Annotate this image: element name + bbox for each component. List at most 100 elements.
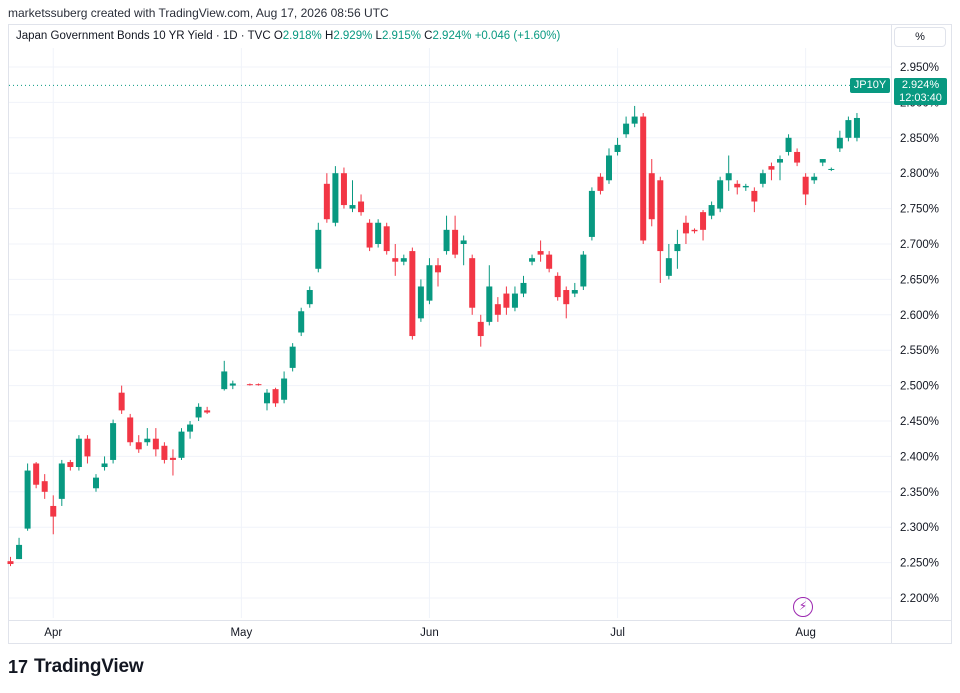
candle-body xyxy=(118,392,125,411)
candle-body xyxy=(24,470,31,529)
candle-body xyxy=(828,168,835,170)
candle-down xyxy=(537,240,544,262)
candle-down xyxy=(503,286,510,315)
candle-body xyxy=(443,229,450,252)
candle-body xyxy=(563,290,570,305)
candle-up xyxy=(811,173,818,184)
legend-change: +0.046 (+1.60%) xyxy=(474,30,561,42)
candle-body xyxy=(588,190,595,237)
candle-body xyxy=(366,222,373,248)
tradingview-logo[interactable]: 17 TradingView xyxy=(8,656,144,678)
candle-down xyxy=(657,176,664,283)
candle-up xyxy=(16,537,23,560)
candle-body xyxy=(93,477,99,489)
candle-body xyxy=(110,423,117,460)
chart-frame xyxy=(8,24,952,644)
candle-up xyxy=(24,463,31,531)
candle-body xyxy=(229,383,236,386)
tradingview-logo-icon: 17 xyxy=(8,656,29,677)
candle-body xyxy=(725,173,732,181)
lightning-icon[interactable]: ⚡ xyxy=(793,597,813,617)
candle-body xyxy=(648,173,655,220)
candle-body xyxy=(751,190,758,202)
candle-body xyxy=(734,183,741,188)
candle-body xyxy=(144,438,151,443)
percent-scale-button[interactable]: % xyxy=(894,27,946,47)
candle-up xyxy=(400,254,407,266)
x-tick-label: Jun xyxy=(420,627,439,639)
candle-down xyxy=(272,387,279,407)
candle-down xyxy=(648,159,655,227)
candle-down xyxy=(563,286,570,319)
candle-up xyxy=(759,169,766,188)
candle-up xyxy=(845,116,852,142)
candle-body xyxy=(41,481,48,492)
candle-body xyxy=(554,275,561,298)
x-tick-label: Apr xyxy=(44,627,62,639)
candle-body xyxy=(511,293,518,308)
candle-body xyxy=(717,180,724,209)
candle-down xyxy=(204,406,211,414)
candle-body xyxy=(315,229,322,269)
candle-body xyxy=(794,151,801,163)
candle-body xyxy=(400,258,407,262)
candle-body xyxy=(853,117,860,138)
candle-down xyxy=(323,173,330,223)
candle-down xyxy=(84,435,91,464)
y-tick-label: 2.650% xyxy=(900,274,939,286)
x-tick-label: Jul xyxy=(610,627,625,639)
candle-up xyxy=(195,403,202,421)
candle-up xyxy=(93,474,99,492)
candle-down xyxy=(255,383,262,386)
candle-up xyxy=(375,219,382,248)
y-tick-label: 2.700% xyxy=(900,239,939,251)
candle-body xyxy=(657,180,664,252)
candle-up xyxy=(298,307,305,337)
symbol-legend: Japan Government Bonds 10 YR Yield · 1D … xyxy=(16,30,560,42)
candle-down xyxy=(50,495,57,535)
candle-body xyxy=(460,240,467,244)
candle-body xyxy=(708,205,715,216)
candle-down xyxy=(135,435,142,453)
candle-up xyxy=(571,282,578,298)
x-tick-label: Aug xyxy=(795,627,815,639)
candle-down xyxy=(734,180,741,195)
legend-symbol: Japan Government Bonds 10 YR Yield · 1D … xyxy=(16,30,271,42)
candle-body xyxy=(409,251,416,337)
candle-body xyxy=(16,544,23,560)
candle-body xyxy=(289,346,296,368)
candle-up xyxy=(281,371,288,404)
y-tick-label: 2.550% xyxy=(900,345,939,357)
candle-body xyxy=(272,389,279,404)
candle-body xyxy=(546,254,553,269)
candle-body xyxy=(674,244,681,252)
legend-open-label: O xyxy=(273,30,283,42)
candles-group xyxy=(7,81,869,567)
y-tick-label: 2.950% xyxy=(900,62,939,74)
legend-close-value: 2.924% xyxy=(432,30,472,42)
candle-up xyxy=(614,137,621,156)
candle-down xyxy=(392,244,399,276)
candle-down xyxy=(477,314,484,347)
candle-down xyxy=(67,459,74,471)
candle-body xyxy=(700,212,707,230)
candle-up xyxy=(674,229,681,269)
y-tick-label: 2.800% xyxy=(900,168,939,180)
candle-up xyxy=(110,419,117,464)
candle-down xyxy=(118,385,125,414)
candle-body xyxy=(264,392,270,404)
candle-body xyxy=(67,462,74,468)
candle-up xyxy=(708,201,715,220)
candle-up xyxy=(187,421,194,439)
candle-down xyxy=(409,247,416,340)
candle-down xyxy=(452,215,459,259)
candle-up xyxy=(315,222,322,273)
tradingview-wordmark: TradingView xyxy=(34,656,144,677)
candle-body xyxy=(768,166,775,170)
candle-body xyxy=(383,226,390,252)
candle-body xyxy=(682,222,689,234)
candle-body xyxy=(477,321,484,337)
candle-body xyxy=(486,286,493,322)
candle-body xyxy=(187,424,194,432)
